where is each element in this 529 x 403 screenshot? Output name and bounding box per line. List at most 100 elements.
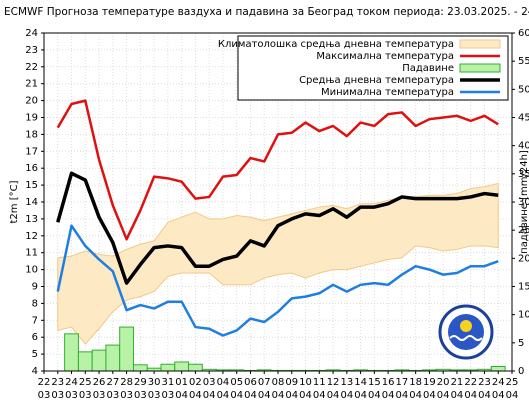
y-tick-label: 4 (32, 366, 38, 377)
y-tick-label: 15 (25, 180, 38, 191)
precipitation-bar (64, 333, 79, 372)
y-tick-label: 10 (25, 265, 38, 276)
y-tick-label: 6 (32, 332, 38, 343)
y-tick-label: 23 (25, 45, 38, 56)
x-tick-label: 18 (409, 377, 422, 388)
chart-title: ECMWF Прогноза температуре ваздуха и пад… (4, 6, 529, 18)
x-tick-label: 04 (203, 390, 216, 401)
x-tick-label: 04 (506, 390, 519, 401)
x-tick-label: 04 (327, 390, 340, 401)
y-tick-label: 24 (25, 28, 38, 39)
y2-tick-label: 55 (518, 56, 529, 67)
y2-axis-label: падавине [mm/24h] (519, 150, 529, 254)
y2-tick-label: 5 (518, 338, 524, 349)
y2-tick-label: 0 (518, 366, 524, 377)
x-tick-label: 12 (327, 377, 340, 388)
x-tick-label: 19 (423, 377, 436, 388)
precipitation-bar (160, 363, 176, 372)
legend-label: Минимална температура (321, 87, 454, 98)
y-tick-label: 22 (25, 62, 38, 73)
y2-tick-label: 30 (518, 197, 529, 208)
x-tick-label: 01 (175, 377, 188, 388)
y2-tick-label: 35 (518, 169, 529, 180)
x-tick-label: 04 (272, 390, 285, 401)
precipitation-bar (490, 365, 506, 372)
x-tick-label: 04 (423, 390, 436, 401)
x-tick-label: 28 (120, 377, 133, 388)
x-tick-label: 04 (464, 390, 477, 401)
y2-tick-label: 45 (518, 113, 529, 124)
x-tick-label: 23 (51, 377, 64, 388)
y-tick-label: 11 (25, 248, 38, 259)
y-tick-label: 5 (32, 349, 38, 360)
legend-label: Климатолошка средња дневна температура (218, 39, 454, 50)
y-tick-label: 20 (25, 96, 38, 107)
climate-band (57, 182, 499, 345)
x-tick-label: 24 (65, 377, 78, 388)
precipitation-bar (91, 349, 107, 372)
x-tick-label: 03 (79, 390, 92, 401)
y-tick-label: 14 (25, 197, 38, 208)
y-axis-label: t2m [°C] (9, 180, 20, 223)
legend-label: Максимална температура (316, 51, 454, 62)
x-tick-label: 25 (506, 377, 519, 388)
x-tick-label: 04 (217, 390, 230, 401)
line (56, 224, 499, 337)
x-tick-label: 03 (106, 390, 119, 401)
y-tick-label: 13 (25, 214, 38, 225)
x-tick-label: 03 (120, 390, 133, 401)
x-tick-label: 03 (148, 390, 161, 401)
y-tick-label: 8 (32, 298, 38, 309)
x-tick-label: 31 (162, 377, 175, 388)
y-tick-label: 12 (25, 231, 38, 242)
x-tick-label: 20 (437, 377, 450, 388)
x-tick-label: 03 (203, 377, 216, 388)
x-tick-label: 04 (285, 390, 298, 401)
x-tick-label: 23 (478, 377, 491, 388)
legend-swatch (459, 39, 501, 49)
x-tick-label: 03 (93, 390, 106, 401)
plot-frame (43, 32, 513, 372)
y-tick-label: 16 (25, 163, 38, 174)
x-tick-label: 09 (285, 377, 298, 388)
x-tick-label: 04 (409, 390, 422, 401)
x-tick-label: 04 (340, 390, 353, 401)
x-tick-label: 03 (38, 390, 51, 401)
x-tick-label: 04 (492, 390, 505, 401)
x-tick-label: 04 (368, 390, 381, 401)
y2-tick-label: 50 (518, 84, 529, 95)
x-tick-label: 04 (189, 390, 202, 401)
legend: Климатолошка средња дневна температураМа… (218, 35, 509, 101)
precipitation-bar (188, 363, 203, 372)
y2-tick-label: 40 (518, 141, 529, 152)
x-tick-label: 04 (244, 390, 257, 401)
x-tick-label: 29 (134, 377, 147, 388)
x-tick-label: 06 (244, 377, 257, 388)
x-tick-label: 04 (396, 390, 409, 401)
y2-tick-label: 60 (518, 28, 529, 39)
x-tick-label: 04 (175, 390, 188, 401)
x-tick-label: 04 (258, 390, 271, 401)
legend-swatch (459, 63, 501, 73)
x-tick-label: 07 (258, 377, 271, 388)
x-tick-label: 04 (451, 390, 464, 401)
x-tick-label: 04 (299, 390, 312, 401)
precipitation-bar (105, 344, 121, 372)
logo (438, 304, 494, 360)
x-tick-label: 11 (313, 377, 326, 388)
x-tick-label: 04 (382, 390, 395, 401)
x-tick-label: 10 (299, 377, 312, 388)
x-tick-label: 13 (340, 377, 353, 388)
x-tick-label: 16 (382, 377, 395, 388)
x-tick-label: 14 (354, 377, 367, 388)
x-tick-label: 04 (437, 390, 450, 401)
x-tick-label: 27 (106, 377, 119, 388)
x-tick-label: 02 (189, 377, 202, 388)
x-tick-label: 17 (396, 377, 409, 388)
y-tick-label: 18 (25, 129, 38, 140)
y2-tick-label: 15 (518, 282, 529, 293)
legend-label: Падавине (402, 63, 454, 74)
precipitation-bar (132, 364, 148, 372)
x-tick-label: 03 (162, 390, 175, 401)
